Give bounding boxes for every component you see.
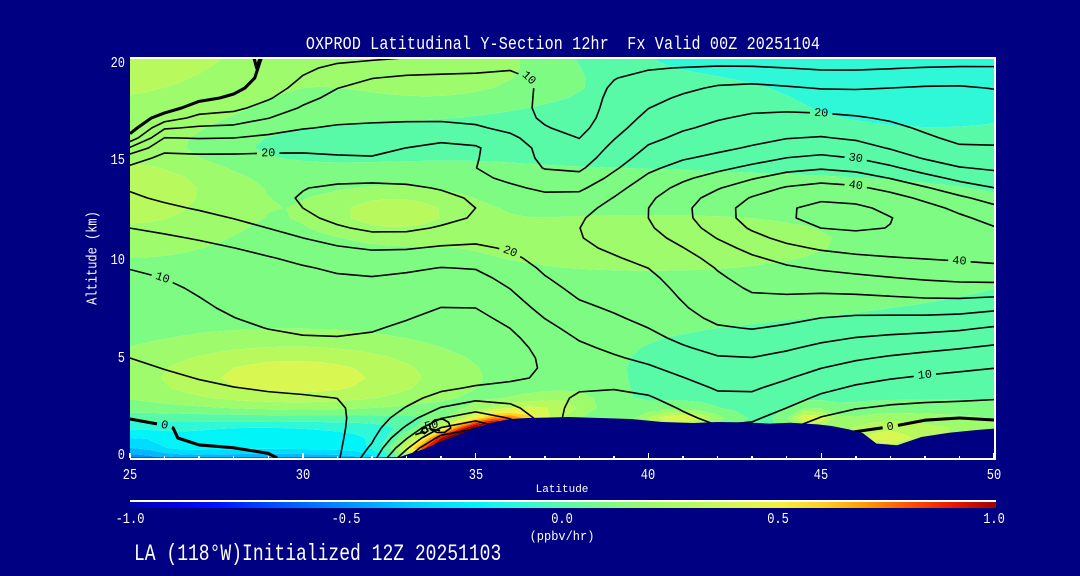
svg-text:20: 20	[501, 243, 519, 261]
svg-text:20: 20	[261, 146, 275, 160]
svg-text:40: 40	[952, 254, 967, 269]
svg-text:30: 30	[848, 150, 864, 166]
svg-text:40: 40	[848, 178, 864, 194]
svg-text:0: 0	[159, 418, 169, 433]
svg-text:50: 50	[423, 417, 440, 434]
svg-text:0: 0	[886, 419, 895, 434]
svg-text:10: 10	[154, 269, 172, 287]
svg-text:20: 20	[814, 106, 829, 121]
svg-text:10: 10	[917, 367, 933, 382]
